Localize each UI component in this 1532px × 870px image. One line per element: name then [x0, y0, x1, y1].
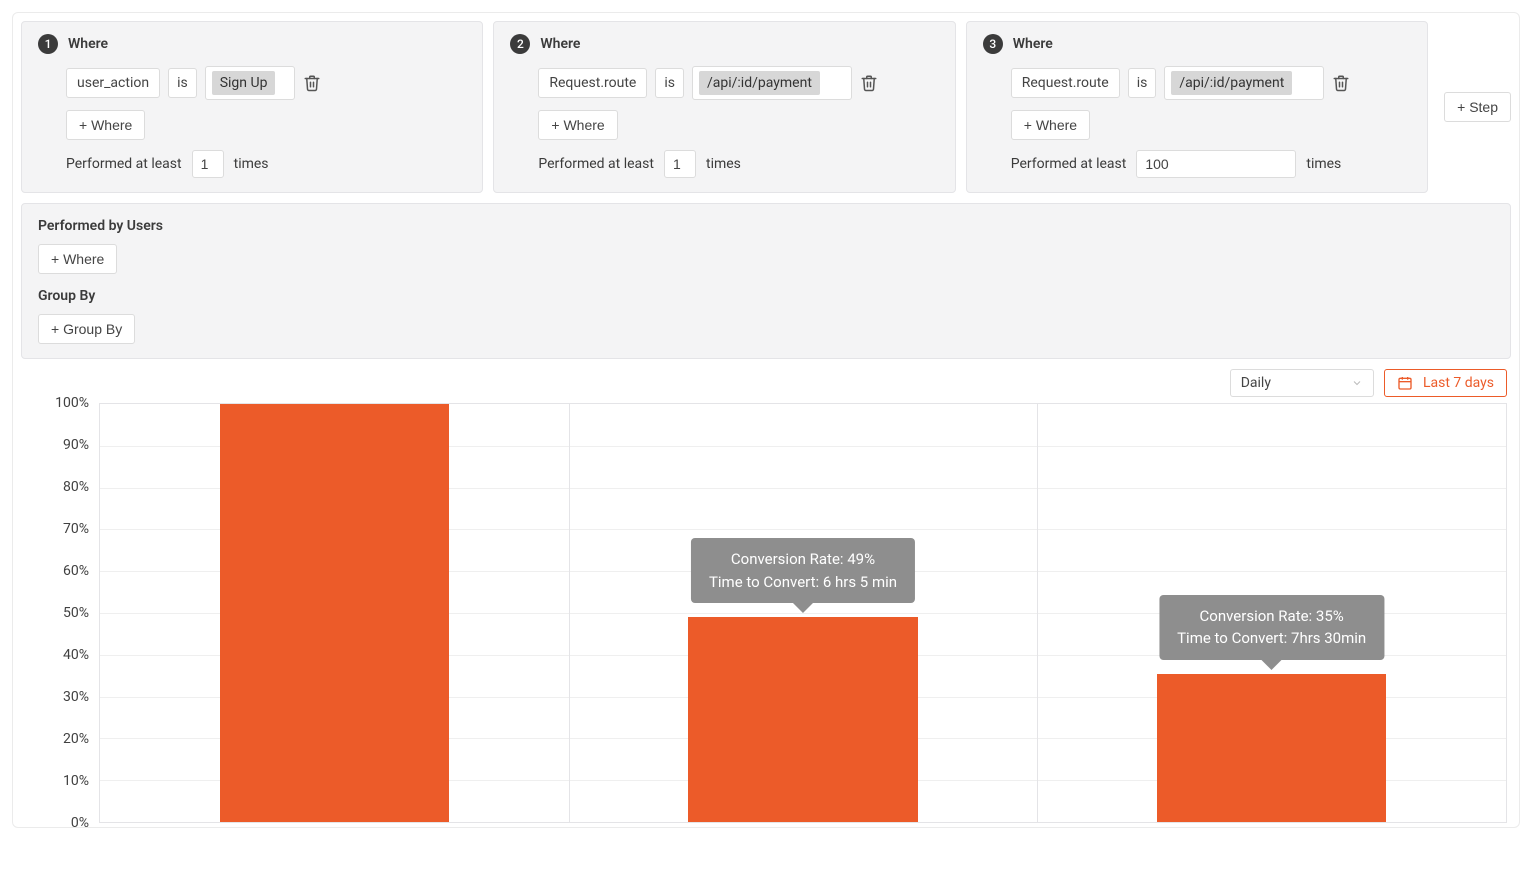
- add-where-button[interactable]: + Where: [538, 110, 617, 140]
- interval-select[interactable]: Daily: [1230, 369, 1374, 397]
- y-tick-label: 30%: [63, 689, 89, 705]
- operator-select[interactable]: is: [168, 68, 197, 98]
- performed-prefix: Performed at least: [538, 156, 654, 172]
- times-suffix: times: [1306, 156, 1341, 172]
- bar-tooltip: Conversion Rate: 35%Time to Convert: 7hr…: [1159, 595, 1384, 660]
- add-where-row: + Where: [1011, 110, 1411, 140]
- filter-row: Request.route is /api/:id/payment: [1011, 66, 1411, 100]
- field-select[interactable]: user_action: [66, 68, 160, 98]
- performed-by-label: Performed by Users: [38, 218, 1494, 234]
- step-title: Where: [68, 36, 108, 52]
- step-card-2: 2 Where Request.route is /api/:id/paymen…: [493, 21, 955, 193]
- y-tick-label: 90%: [63, 437, 89, 453]
- funnel-builder: 1 Where user_action is Sign Up + Where P…: [12, 12, 1520, 828]
- trash-icon[interactable]: [860, 74, 878, 92]
- tooltip-line2: Time to Convert: 6 hrs 5 min: [709, 571, 897, 594]
- trash-icon[interactable]: [1332, 74, 1350, 92]
- step-number-badge: 1: [38, 34, 58, 54]
- add-where-row: + Where: [66, 110, 466, 140]
- step-header: 1 Where: [38, 34, 466, 54]
- times-input[interactable]: [192, 150, 224, 178]
- field-select[interactable]: Request.route: [1011, 68, 1120, 98]
- value-chip: /api/:id/payment: [1171, 71, 1292, 95]
- y-tick-label: 80%: [63, 479, 89, 495]
- add-step-wrap: + Step: [1438, 21, 1511, 193]
- step-header: 3 Where: [983, 34, 1411, 54]
- steps-row: 1 Where user_action is Sign Up + Where P…: [21, 21, 1511, 193]
- y-tick-label: 0%: [71, 815, 89, 831]
- field-select[interactable]: Request.route: [538, 68, 647, 98]
- performed-prefix: Performed at least: [1011, 156, 1127, 172]
- add-step-button[interactable]: + Step: [1444, 92, 1511, 122]
- add-where-button[interactable]: + Where: [1011, 110, 1090, 140]
- date-range-label: Last 7 days: [1423, 375, 1494, 391]
- trash-icon[interactable]: [303, 74, 321, 92]
- plot-area: Conversion Rate: 49%Time to Convert: 6 h…: [99, 403, 1507, 823]
- chart-controls: Daily Last 7 days: [21, 369, 1507, 397]
- filter-row: Request.route is /api/:id/payment: [538, 66, 938, 100]
- funnel-bar[interactable]: [220, 404, 450, 822]
- operator-select[interactable]: is: [655, 68, 684, 98]
- add-where-button[interactable]: + Where: [66, 110, 145, 140]
- step-title: Where: [1013, 36, 1053, 52]
- calendar-icon: [1397, 375, 1413, 391]
- value-input-wrap[interactable]: Sign Up: [205, 66, 295, 100]
- column-divider: [1037, 404, 1038, 822]
- group-by-label: Group By: [38, 288, 1494, 304]
- step-card-1: 1 Where user_action is Sign Up + Where P…: [21, 21, 483, 193]
- add-where-row: + Where: [538, 110, 938, 140]
- y-tick-label: 40%: [63, 647, 89, 663]
- tooltip-line2: Time to Convert: 7hrs 30min: [1177, 627, 1366, 650]
- chevron-down-icon: [1351, 377, 1363, 389]
- y-tick-label: 20%: [63, 731, 89, 747]
- step-card-3: 3 Where Request.route is /api/:id/paymen…: [966, 21, 1428, 193]
- users-panel: Performed by Users + Where Group By + Gr…: [21, 203, 1511, 359]
- performed-prefix: Performed at least: [66, 156, 182, 172]
- tooltip-line1: Conversion Rate: 35%: [1177, 605, 1366, 628]
- funnel-bar[interactable]: [688, 617, 918, 822]
- times-suffix: times: [706, 156, 741, 172]
- performed-row: Performed at least times: [1011, 150, 1411, 178]
- column-divider: [569, 404, 570, 822]
- add-groupby-button[interactable]: + Group By: [38, 314, 135, 344]
- tooltip-line1: Conversion Rate: 49%: [709, 548, 897, 571]
- performed-row: Performed at least times: [66, 150, 466, 178]
- add-where-button-users[interactable]: + Where: [38, 244, 117, 274]
- y-tick-label: 60%: [63, 563, 89, 579]
- y-tick-label: 50%: [63, 605, 89, 621]
- bar-tooltip: Conversion Rate: 49%Time to Convert: 6 h…: [691, 538, 915, 603]
- y-tick-label: 70%: [63, 521, 89, 537]
- value-input-wrap[interactable]: /api/:id/payment: [1164, 66, 1324, 100]
- step-number-badge: 2: [510, 34, 530, 54]
- times-suffix: times: [234, 156, 269, 172]
- step-title: Where: [540, 36, 580, 52]
- step-header: 2 Where: [510, 34, 938, 54]
- date-range-button[interactable]: Last 7 days: [1384, 369, 1507, 397]
- step-number-badge: 3: [983, 34, 1003, 54]
- value-input-wrap[interactable]: /api/:id/payment: [692, 66, 852, 100]
- y-axis: 100%90%80%70%60%50%40%30%20%10%0%: [21, 403, 99, 823]
- filter-row: user_action is Sign Up: [66, 66, 466, 100]
- funnel-bar[interactable]: [1157, 674, 1387, 822]
- value-chip: Sign Up: [212, 71, 276, 95]
- value-chip: /api/:id/payment: [699, 71, 820, 95]
- y-tick-label: 100%: [55, 395, 89, 411]
- times-input[interactable]: [1136, 150, 1296, 178]
- y-tick-label: 10%: [63, 773, 89, 789]
- operator-select[interactable]: is: [1128, 68, 1157, 98]
- interval-select-value: Daily: [1241, 375, 1271, 391]
- performed-row: Performed at least times: [538, 150, 938, 178]
- times-input[interactable]: [664, 150, 696, 178]
- funnel-chart: 100%90%80%70%60%50%40%30%20%10%0% Conver…: [21, 403, 1511, 823]
